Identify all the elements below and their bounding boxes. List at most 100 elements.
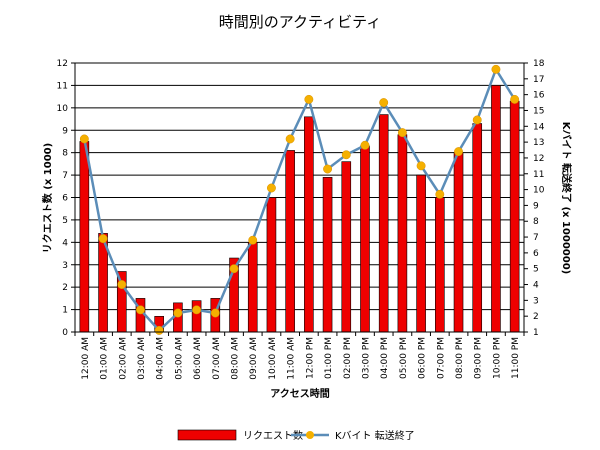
legend-line-label: Kバイト 転送終了 bbox=[335, 429, 415, 442]
bar bbox=[435, 197, 445, 333]
line-point bbox=[360, 140, 370, 150]
right-tick-label: 11 bbox=[533, 170, 544, 180]
x-tick-label: 02:00 PM bbox=[343, 337, 353, 379]
line-point bbox=[454, 147, 463, 157]
x-axis-ticks: 12:00 AM 01:00 AM 02:00 AM 03:00 AM 04:00 AM… bbox=[74, 332, 525, 380]
x-tick-label: 11:00 AM bbox=[287, 337, 297, 380]
left-tick-label: 3 bbox=[62, 261, 68, 271]
bar bbox=[341, 161, 352, 333]
x-tick-label: 05:00 PM bbox=[399, 337, 409, 379]
series-line bbox=[83, 66, 516, 333]
bar bbox=[472, 123, 483, 333]
bar bbox=[491, 85, 501, 333]
right-tick-label: 7 bbox=[533, 233, 539, 243]
right-tick-label: 16 bbox=[533, 91, 545, 101]
left-tick-label: 9 bbox=[62, 126, 68, 136]
x-tick-label: 04:00 AM bbox=[156, 337, 166, 380]
right-tick-label: 6 bbox=[533, 249, 539, 259]
line-point bbox=[117, 280, 127, 289]
x-tick-label: 05:00 AM bbox=[174, 337, 184, 380]
line-point bbox=[397, 128, 407, 138]
left-tick-label: 10 bbox=[57, 104, 69, 114]
line-point bbox=[435, 189, 445, 199]
x-tick-label: 01:00 AM bbox=[100, 337, 110, 380]
line-point bbox=[210, 308, 220, 318]
right-tick-label: 14 bbox=[533, 122, 545, 132]
right-tick-label: 17 bbox=[533, 75, 544, 85]
x-tick-label: 06:00 AM bbox=[193, 337, 203, 380]
right-tick-label: 2 bbox=[533, 312, 539, 322]
left-tick-label: 12 bbox=[57, 59, 68, 69]
left-axis-title: リクエスト数 (x 1000) bbox=[41, 143, 54, 253]
right-tick-label: 8 bbox=[533, 217, 539, 227]
right-tick-label: 13 bbox=[533, 138, 544, 148]
bar bbox=[378, 114, 389, 333]
legend: リクエスト数 Kバイト 転送終了 bbox=[177, 429, 415, 442]
bar bbox=[79, 141, 90, 333]
right-tick-label: 5 bbox=[533, 265, 539, 275]
x-tick-label: 02:00 AM bbox=[118, 337, 128, 380]
x-tick-label: 08:00 AM bbox=[231, 337, 241, 380]
legend-bar-label: リクエスト数 bbox=[243, 429, 303, 442]
x-axis-title: アクセス時間 bbox=[270, 387, 330, 400]
bar bbox=[509, 100, 520, 333]
line-point bbox=[229, 264, 239, 274]
x-tick-label: 08:00 PM bbox=[455, 337, 465, 379]
right-tick-label: 1 bbox=[533, 328, 539, 338]
x-tick-label: 07:00 AM bbox=[212, 337, 222, 380]
bar bbox=[247, 242, 258, 333]
line-point bbox=[192, 305, 202, 315]
line-point bbox=[510, 94, 520, 104]
grid-lines bbox=[75, 62, 524, 333]
bar-series bbox=[79, 85, 520, 333]
right-tick-label: 4 bbox=[533, 281, 539, 291]
x-tick-label: 07:00 PM bbox=[436, 337, 446, 379]
bar bbox=[304, 116, 314, 333]
line-point bbox=[79, 134, 89, 144]
left-tick-label: 6 bbox=[62, 194, 68, 204]
line-point bbox=[304, 94, 314, 104]
right-tick-label: 18 bbox=[533, 59, 545, 69]
x-tick-label: 12:00 AM bbox=[81, 337, 91, 380]
x-tick-label: 03:00 PM bbox=[361, 337, 371, 379]
line-point bbox=[98, 234, 108, 244]
line-point bbox=[379, 98, 389, 108]
line-point bbox=[341, 150, 351, 160]
line-point bbox=[154, 325, 164, 335]
x-tick-label: 11:00 PM bbox=[511, 337, 521, 379]
bar bbox=[135, 298, 146, 333]
right-tick-label: 3 bbox=[533, 296, 539, 306]
line-point bbox=[491, 64, 501, 74]
bar bbox=[360, 145, 370, 333]
bar bbox=[322, 177, 333, 333]
x-tick-label: 01:00 PM bbox=[324, 337, 334, 379]
x-tick-label: 10:00 PM bbox=[492, 337, 502, 379]
left-tick-label: 2 bbox=[62, 283, 68, 293]
right-tick-label: 12 bbox=[533, 154, 544, 164]
bar bbox=[266, 197, 277, 333]
x-tick-label: 09:00 PM bbox=[474, 337, 484, 379]
left-tick-label: 0 bbox=[62, 328, 68, 338]
left-tick-label: 8 bbox=[62, 149, 68, 159]
right-tick-label: 9 bbox=[533, 201, 539, 211]
x-tick-label: 10:00 AM bbox=[268, 337, 278, 380]
bar bbox=[191, 300, 202, 333]
x-tick-label: 04:00 PM bbox=[380, 337, 390, 379]
chart-title: 時間別のアクティビティ bbox=[219, 13, 381, 31]
x-tick-label: 09:00 AM bbox=[249, 337, 259, 380]
left-tick-label: 7 bbox=[62, 171, 68, 181]
bar bbox=[397, 134, 408, 333]
bar bbox=[416, 174, 426, 333]
line-series bbox=[79, 64, 520, 335]
legend-line-marker bbox=[306, 431, 314, 439]
line-point bbox=[323, 164, 333, 174]
right-tick-label: 10 bbox=[533, 186, 545, 196]
bar bbox=[285, 150, 295, 333]
line-point bbox=[136, 305, 145, 315]
right-tick-label: 15 bbox=[533, 106, 544, 116]
right-axis-title: Kバイト 転送終了 (x 1000000) bbox=[560, 122, 573, 275]
left-tick-label: 11 bbox=[57, 81, 68, 91]
left-tick-label: 4 bbox=[62, 238, 68, 248]
